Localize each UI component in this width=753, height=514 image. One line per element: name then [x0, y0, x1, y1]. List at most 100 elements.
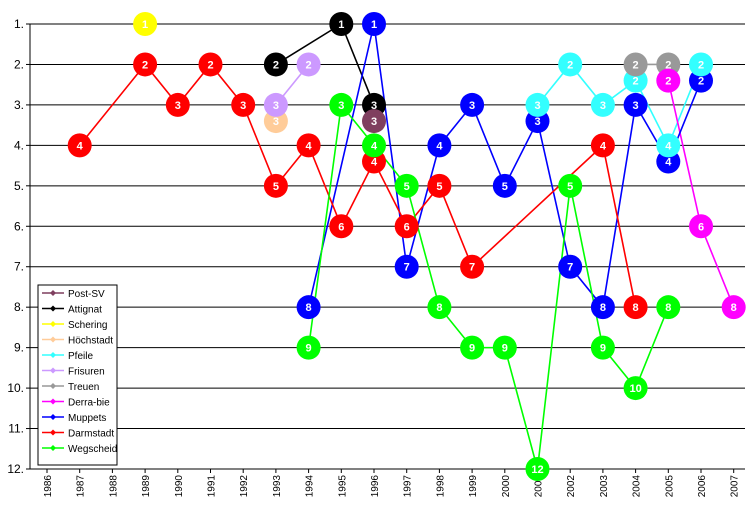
marker-label: 3	[371, 100, 377, 112]
marker-circle	[590, 335, 615, 360]
y-tick-label: 10.	[7, 381, 24, 395]
marker-label: 3	[273, 100, 279, 112]
marker-circle	[329, 92, 354, 117]
data-point-marker: 1	[329, 12, 354, 36]
series-line-derra-bie	[667, 80, 735, 308]
axes	[29, 24, 745, 470]
legend-label: Post-SV	[68, 289, 105, 300]
legend-label: Frisuren	[68, 367, 105, 378]
marker-circle	[67, 133, 92, 158]
marker-label: 5	[567, 181, 573, 193]
series-markers: 1 4 2 3 2 3 5 4 6 4 6 5 7 4 8 3 3 2 2 1 3 3 9 3 4 5 8 9 9 12 5 9 10 8 8 1 7 4…	[67, 12, 746, 481]
legend-entry: Frisuren	[42, 367, 105, 378]
data-point-marker: 3	[590, 92, 615, 117]
data-point-marker: 5	[263, 173, 288, 198]
data-point-marker: 3	[231, 92, 256, 117]
marker-label: 2	[665, 76, 671, 88]
x-tick-label: 1991	[207, 475, 218, 498]
marker-label: 3	[240, 100, 246, 112]
legend-swatch-marker	[50, 429, 56, 436]
marker-circle	[689, 52, 713, 77]
legend-entry: Treuen	[42, 382, 99, 393]
marker-label: 5	[502, 181, 508, 193]
marker-circle	[525, 457, 550, 481]
marker-circle	[460, 254, 485, 279]
data-point-marker: 6	[329, 214, 354, 239]
legend-entry: Pfeile	[42, 351, 93, 362]
data-point-marker: 3	[362, 109, 386, 134]
marker-circle	[427, 173, 452, 198]
y-tick-label: 4.	[14, 138, 24, 152]
marker-label: 4	[665, 140, 672, 152]
marker-circle	[329, 214, 354, 239]
marker-circle	[492, 335, 517, 360]
legend-swatch-marker	[50, 414, 56, 420]
legend-label: Darmstadt	[68, 429, 114, 440]
legend-swatch-marker	[50, 398, 56, 405]
legend-box	[37, 284, 118, 466]
y-tick-label: 2.	[14, 57, 24, 71]
marker-label: 5	[404, 181, 410, 193]
y-tick-label: 6.	[14, 219, 24, 233]
marker-circle	[623, 295, 648, 320]
marker-label: 2	[633, 76, 639, 88]
y-tick-label: 11.	[8, 422, 24, 436]
data-point-marker: 8	[427, 295, 452, 320]
legend-swatch-marker	[50, 445, 56, 451]
data-point-marker: 1	[362, 12, 386, 36]
marker-label: 3	[534, 100, 540, 112]
marker-circle	[394, 173, 419, 198]
marker-circle	[590, 133, 615, 158]
marker-label: 12	[531, 464, 543, 476]
marker-circle	[362, 109, 386, 134]
data-point-marker: 4	[590, 133, 615, 158]
x-tick-label: 2007	[730, 475, 741, 498]
marker-label: 3	[273, 116, 279, 128]
data-point-marker: 5	[427, 173, 452, 198]
marker-label: 2	[633, 59, 639, 71]
legend-label: Wegscheid	[68, 444, 117, 455]
marker-circle	[296, 133, 321, 158]
marker-circle	[133, 12, 158, 36]
marker-circle	[394, 214, 419, 239]
data-point-marker: 8	[623, 295, 648, 320]
marker-circle	[656, 133, 681, 158]
marker-circle	[427, 295, 452, 320]
legend-swatch-marker	[50, 305, 56, 312]
legend-label: Höchstadt	[68, 336, 113, 347]
data-point-marker: 10	[623, 376, 648, 401]
marker-label: 5	[273, 181, 279, 193]
legend-entry: Attignat	[42, 305, 102, 316]
marker-label: 4	[665, 157, 672, 169]
data-point-marker: 8	[590, 295, 615, 320]
marker-circle	[525, 92, 550, 117]
legend-swatch-marker	[50, 321, 56, 327]
data-point-marker: 8	[656, 295, 681, 320]
marker-circle	[427, 133, 452, 158]
marker-label: 2	[665, 59, 671, 71]
y-tick-label: 3.	[14, 98, 24, 112]
marker-label: 4	[371, 157, 378, 169]
x-tick-label: 2002	[566, 475, 577, 498]
legend-swatch-marker	[50, 367, 56, 374]
marker-circle	[231, 92, 256, 117]
marker-circle	[656, 295, 681, 320]
legend-entry: Höchstadt	[42, 336, 113, 347]
data-point-marker: 2	[263, 52, 288, 77]
marker-label: 10	[629, 383, 641, 395]
x-tick-label: 1990	[174, 475, 185, 498]
marker-circle	[689, 214, 713, 239]
marker-label: 1	[338, 19, 344, 31]
marker-label: 9	[306, 343, 312, 355]
x-tick-label: 1994	[305, 475, 316, 498]
marker-circle	[394, 254, 419, 279]
marker-label: 9	[600, 343, 606, 355]
x-tick-label: 2004	[632, 475, 643, 498]
marker-label: 6	[338, 221, 344, 233]
data-point-marker: 2	[623, 52, 648, 77]
marker-label: 2	[698, 76, 704, 88]
legend-swatch-marker	[50, 352, 56, 358]
x-tick-label: 1988	[108, 475, 119, 498]
data-point-marker: 3	[623, 92, 648, 117]
data-point-marker: 7	[558, 254, 583, 279]
